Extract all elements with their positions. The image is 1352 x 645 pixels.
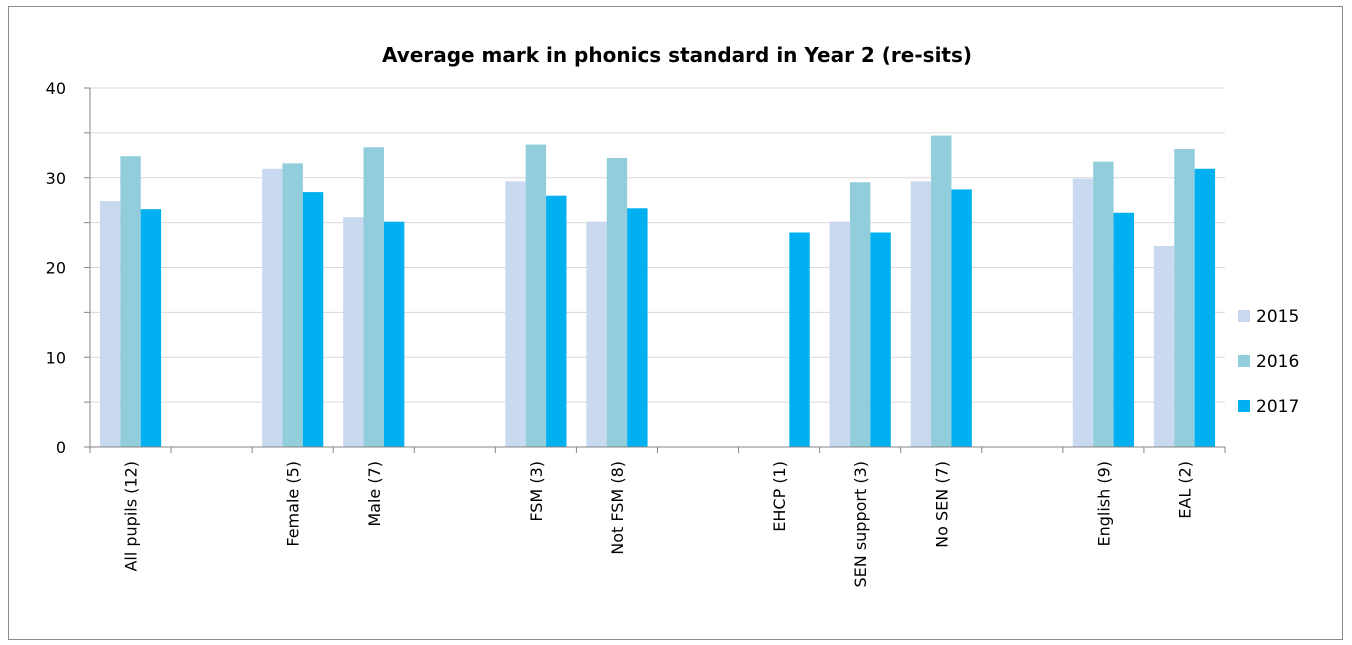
y-tick-label: 0 xyxy=(56,438,66,457)
x-tick-label: SEN support (3) xyxy=(851,461,870,588)
y-tick-label: 40 xyxy=(46,79,66,98)
bar-2016 xyxy=(849,182,871,448)
legend-label-2015: 2015 xyxy=(1256,307,1299,327)
bar-2017 xyxy=(789,232,810,447)
x-tick-label: No SEN (7) xyxy=(932,461,951,548)
bar-2016 xyxy=(931,135,952,447)
x-axis-tick-labels: All pupils (12) Female (5) Male (7) FSM (3)… xyxy=(122,461,1195,588)
x-tick-label: All pupils (12) xyxy=(122,461,141,572)
bar-2015 xyxy=(505,181,526,447)
x-tick-label: Female (5) xyxy=(284,461,303,547)
y-tick-label: 10 xyxy=(46,348,66,367)
legend-swatch-2015 xyxy=(1238,310,1250,322)
bar-2015 xyxy=(262,168,283,447)
bar-2017 xyxy=(546,195,567,447)
bar-2017 xyxy=(383,221,405,447)
x-tick-label: EAL (2) xyxy=(1175,461,1194,519)
bar-2015 xyxy=(829,221,850,447)
legend-swatch-2017 xyxy=(1238,400,1250,412)
legend-label-2016: 2016 xyxy=(1256,352,1299,372)
axes xyxy=(84,87,1226,453)
bar-2016 xyxy=(282,163,303,447)
bar-2015 xyxy=(586,221,607,447)
bar-2017 xyxy=(302,192,324,447)
y-tick-label: 30 xyxy=(46,169,66,188)
x-tick-label: Male (7) xyxy=(365,461,384,527)
x-tick-label: English (9) xyxy=(1094,461,1113,547)
bar-2016 xyxy=(525,144,547,448)
bar-2015 xyxy=(343,217,364,447)
bars xyxy=(99,135,1216,448)
bar-2017 xyxy=(951,189,972,448)
bar-2015 xyxy=(1072,178,1094,447)
bar-2015 xyxy=(1153,245,1175,447)
bar-2016 xyxy=(363,147,384,448)
bar-2017 xyxy=(140,209,162,447)
bar-2017 xyxy=(1194,168,1216,447)
bar-2016 xyxy=(1174,149,1195,447)
gridlines xyxy=(90,87,1225,403)
bar-2017 xyxy=(627,208,648,447)
bar-2015 xyxy=(910,181,932,447)
bar-2016 xyxy=(1093,161,1114,447)
legend-swatch-2016 xyxy=(1238,355,1250,367)
bar-2015 xyxy=(99,201,121,447)
bar-2016 xyxy=(606,158,628,447)
x-tick-label: FSM (3) xyxy=(527,461,546,522)
y-axis-tick-labels: 0 10 20 30 40 xyxy=(46,79,66,457)
x-tick-label: Not FSM (8) xyxy=(608,461,627,555)
chart-title: Average mark in phonics standard in Year… xyxy=(382,43,972,67)
x-tick-label: EHCP (1) xyxy=(770,461,789,532)
y-tick-label: 20 xyxy=(46,259,66,278)
legend: 2015 2016 2017 xyxy=(1238,307,1299,417)
bar-2017 xyxy=(1113,212,1134,447)
legend-label-2017: 2017 xyxy=(1256,397,1299,417)
bar-2017 xyxy=(870,232,891,447)
bar-2016 xyxy=(120,156,141,447)
